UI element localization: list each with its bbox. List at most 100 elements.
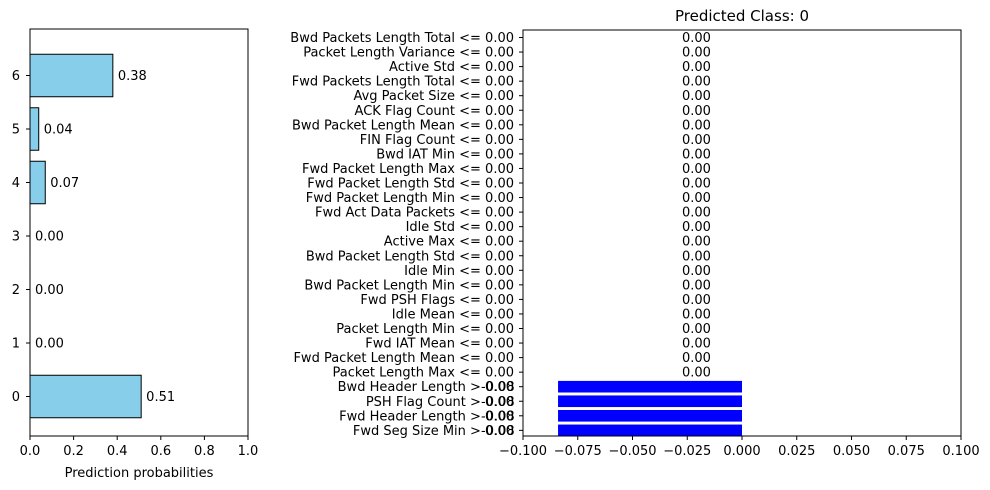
contribution-bar <box>558 380 742 393</box>
plot-frame <box>522 29 962 437</box>
feature-label: Bwd IAT Min <= 0.00 <box>376 147 514 162</box>
bar-value-label: 0.00 <box>682 46 711 61</box>
y-tick-label: 3 <box>12 230 20 245</box>
bar-value-label: 0.00 <box>682 264 711 279</box>
bar-value-label: 0.00 <box>35 230 64 245</box>
bar-value-label: 0.07 <box>50 176 79 191</box>
feature-label: FIN Flag Count <= 0.00 <box>360 133 514 148</box>
bar-value-label: 0.00 <box>682 60 711 75</box>
bar-value-label: 0.00 <box>682 235 711 250</box>
feature-label: Packet Length Variance <= 0.00 <box>303 46 514 61</box>
feature-label: Active Max <= 0.00 <box>384 235 514 250</box>
x-tick-label: 0.2 <box>63 444 84 459</box>
x-tick-label: 0.025 <box>778 444 815 459</box>
bar-value-label: 0.00 <box>35 283 64 298</box>
bar-value-label: 0.38 <box>118 69 147 84</box>
bar-value-label: 0.00 <box>682 206 711 221</box>
bar-value-label: 0.00 <box>35 337 64 352</box>
bar-value-label: 0.00 <box>682 118 711 133</box>
x-tick-label: 0.4 <box>107 444 128 459</box>
x-tick-label: −0.100 <box>499 444 547 459</box>
feature-label: Fwd Packet Length Std <= 0.00 <box>307 177 514 192</box>
bar-value-label: 0.00 <box>682 249 711 264</box>
feature-label: Idle Std <= 0.00 <box>406 220 514 235</box>
bar-value-label: 0.00 <box>682 351 711 366</box>
bar-value-label: 0.00 <box>682 337 711 352</box>
x-tick-label: 0.075 <box>888 444 925 459</box>
feature-label: Packet Length Min <= 0.00 <box>336 322 514 337</box>
x-tick-label: 0.8 <box>194 444 215 459</box>
bar-value-label: 0.00 <box>682 220 711 235</box>
feature-label: Fwd Header Length > 0.00 <box>339 409 514 424</box>
bar-value-label: 0.00 <box>682 104 711 119</box>
feature-label: Idle Mean <= 0.00 <box>392 307 514 322</box>
bar-value-label: 0.00 <box>682 307 711 322</box>
probability-bar <box>29 160 46 205</box>
contribution-bar <box>558 395 742 408</box>
feature-label: Fwd PSH Flags <= 0.00 <box>360 293 514 308</box>
bar-value-label: -0.08 <box>481 409 515 424</box>
feature-label: Fwd Act Data Packets <= 0.00 <box>315 206 514 221</box>
bar-value-label: 0.00 <box>682 147 711 162</box>
feature-label: Idle Min <= 0.00 <box>404 264 514 279</box>
feature-label: Avg Packet Size <= 0.00 <box>353 89 514 104</box>
x-tick-label: 0.0 <box>20 444 41 459</box>
probability-bar <box>29 53 114 98</box>
bar-value-label: 0.00 <box>682 75 711 90</box>
plot-frame <box>29 28 249 437</box>
y-tick-label: 0 <box>12 390 20 405</box>
bar-value-label: 0.00 <box>682 191 711 206</box>
bar-value-label: 0.00 <box>682 177 711 192</box>
feature-label: Fwd Packets Length Total <= 0.00 <box>292 75 514 90</box>
x-tick-label: −0.025 <box>663 444 711 459</box>
feature-label: Fwd IAT Mean <= 0.00 <box>365 337 514 352</box>
feature-label: Active Std <= 0.00 <box>389 60 514 75</box>
contribution-bar <box>558 424 742 437</box>
y-tick-label: 5 <box>12 123 20 138</box>
bar-value-label: 0.00 <box>682 278 711 293</box>
bar-value-label: 0.00 <box>682 162 711 177</box>
y-tick-label: 6 <box>12 69 20 84</box>
feature-label: Packet Length Max <= 0.00 <box>332 366 514 381</box>
contribution-bar <box>558 410 742 422</box>
feature-label: Fwd Packet Length Min <= 0.00 <box>306 191 514 206</box>
feature-label: Bwd Header Length > 0.00 <box>338 380 514 395</box>
feature-label: Bwd Packet Length Std <= 0.00 <box>306 249 514 264</box>
bar-value-label: 0.00 <box>682 31 711 46</box>
x-tick-label: 0.100 <box>942 444 979 459</box>
x-tick-label: −0.050 <box>608 444 656 459</box>
prediction-probabilities-chart: 0.51 0 0.00 1 0.00 2 0.00 3 0.07 4 0.04 5 0.38 6 0.0 0.… <box>12 28 259 481</box>
bar-value-label: 0.00 <box>682 366 711 381</box>
bar-value-label: 0.00 <box>682 89 711 104</box>
bar-value-label: -0.08 <box>481 424 515 439</box>
y-tick-label: 2 <box>12 283 20 298</box>
x-tick-label: 1.0 <box>238 444 259 459</box>
y-tick-label: 4 <box>12 176 20 191</box>
feature-label: Fwd Packet Length Max <= 0.00 <box>302 162 514 177</box>
feature-label: ACK Flag Count <= 0.00 <box>355 104 514 119</box>
probability-bar <box>29 107 40 151</box>
feature-label: Bwd Packets Length Total <= 0.00 <box>290 31 514 46</box>
bar-value-label: -0.08 <box>481 380 515 395</box>
x-tick-label: 0.050 <box>833 444 870 459</box>
probability-bar <box>29 374 142 419</box>
x-axis-label: Prediction probabilities <box>65 466 214 481</box>
feature-label: Bwd Packet Length Min <= 0.00 <box>304 278 514 293</box>
feature-label: PSH Flag Count > 0.00 <box>366 395 514 410</box>
feature-label: Fwd Packet Length Mean <= 0.00 <box>293 351 514 366</box>
x-tick-label: −0.075 <box>554 444 602 459</box>
bar-value-label: 0.51 <box>146 390 175 405</box>
chart-title: Predicted Class: 0 <box>675 7 809 25</box>
bar-value-label: -0.08 <box>481 395 515 410</box>
bar-value-label: 0.00 <box>682 322 711 337</box>
bar-value-label: 0.00 <box>682 133 711 148</box>
bar-value-label: 0.00 <box>682 293 711 308</box>
x-tick-label: 0.6 <box>150 444 171 459</box>
feature-label: Fwd Seg Size Min > 0.00 <box>353 424 514 439</box>
feature-explanation-chart: Predicted Class: 0 0.00 Bwd Packets Length… <box>290 7 979 459</box>
bar-value-label: 0.04 <box>44 123 73 138</box>
y-tick-label: 1 <box>12 337 20 352</box>
feature-label: Bwd Packet Length Mean <= 0.00 <box>292 118 514 133</box>
